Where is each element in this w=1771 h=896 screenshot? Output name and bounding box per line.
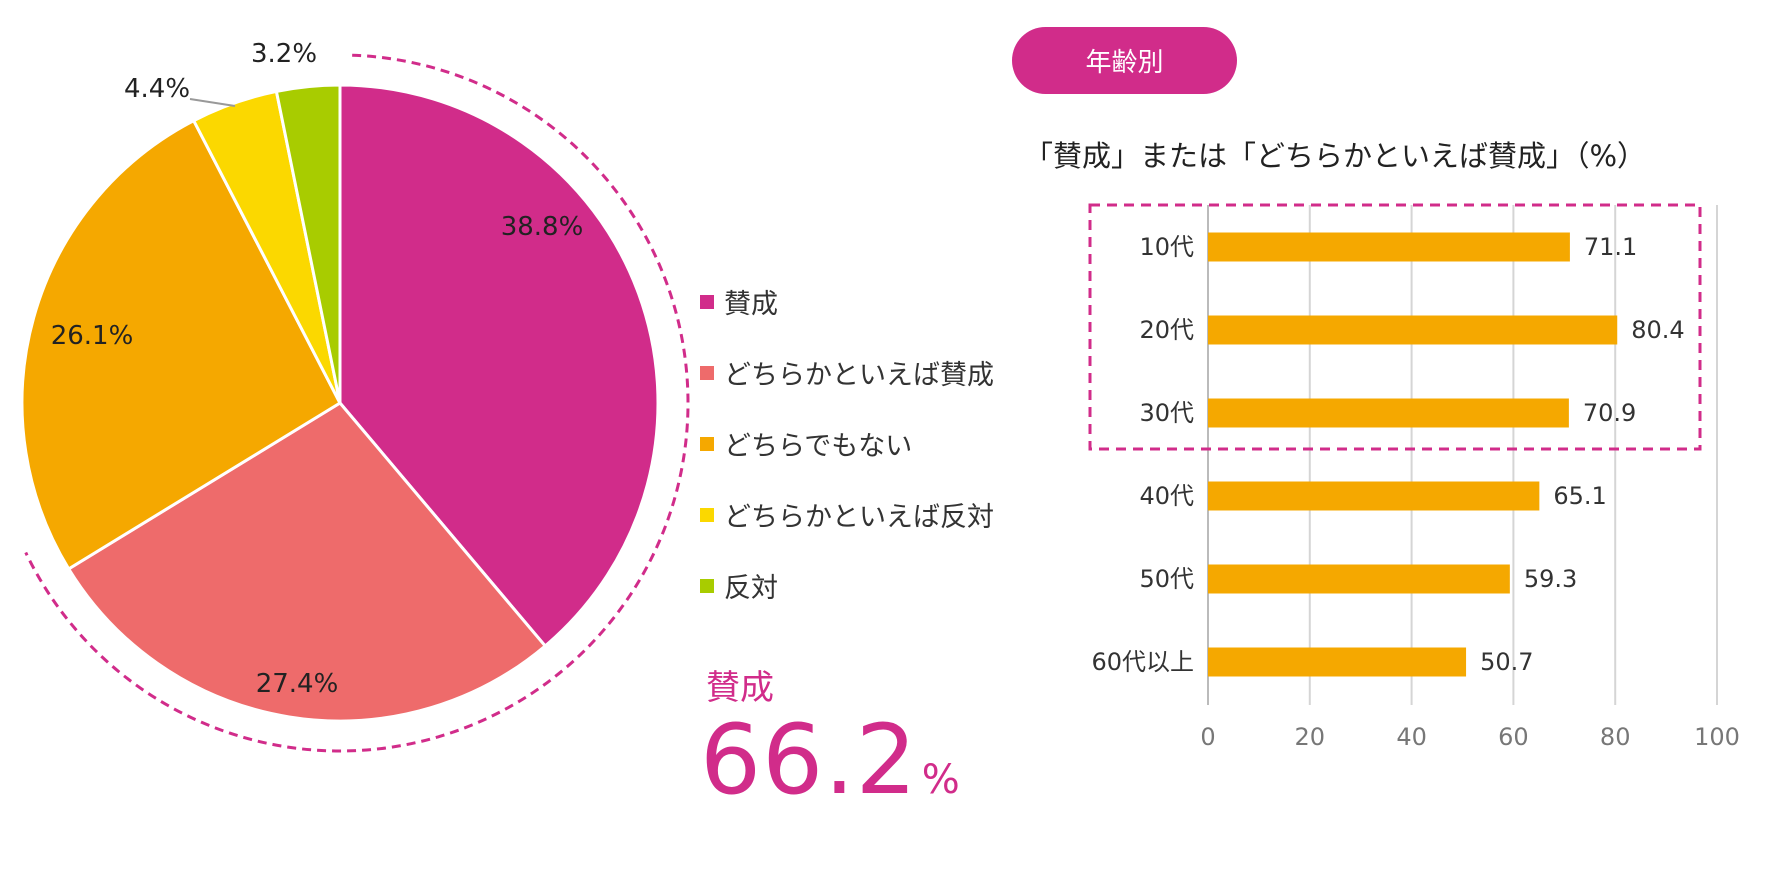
value-label: 80.4	[1631, 316, 1684, 344]
legend-swatch	[700, 578, 714, 593]
x-tick-label: 20	[1295, 723, 1326, 751]
legend-label: どちらかといえば反対	[724, 502, 994, 533]
category-label: 50代	[1139, 565, 1194, 593]
category-label: 20代	[1139, 316, 1194, 344]
pie-labels: 38.8% 27.4% 26.1% 4.4% 3.2%	[51, 39, 584, 699]
legend-swatch	[700, 365, 714, 380]
legend-item-sansei: 賛成	[700, 266, 994, 337]
bar-grid	[1207, 205, 1718, 705]
x-tick-label: 0	[1200, 723, 1215, 751]
bar-value-labels: 71.1 80.4 70.9 65.1 59.3 50.7	[1480, 233, 1685, 676]
x-tick-label: 40	[1396, 723, 1427, 751]
pie-slices	[20, 83, 660, 723]
pie-label-dochira-demo: 26.1%	[51, 321, 134, 351]
pie-legend: 賛成 どちらかといえば賛成 どちらでもない どちらかといえば反対 反対	[700, 266, 994, 621]
category-label: 40代	[1139, 482, 1194, 510]
pie-leader-line-4-4	[189, 98, 236, 107]
pie-label-hantai: 3.2%	[251, 39, 317, 69]
legend-item-dochiraka-sansei: どちらかといえば賛成	[700, 337, 994, 408]
x-tick-label: 60	[1498, 723, 1529, 751]
bar	[1208, 398, 1569, 428]
category-label: 30代	[1139, 399, 1194, 427]
age-group-pill: 年齢別	[1012, 27, 1237, 94]
bar	[1208, 564, 1510, 594]
pie-slice-hantai	[274, 83, 342, 404]
legend-swatch	[700, 507, 714, 522]
legend-label: 反対	[724, 573, 778, 604]
bar-bars	[1208, 232, 1618, 677]
x-tick-label: 100	[1694, 723, 1740, 751]
bar-chart-title: 「賛成」または「どちらかといえば賛成」（%）	[1024, 139, 1647, 173]
legend-label: どちらかといえば賛成	[724, 360, 994, 391]
bar-highlight-box	[1088, 203, 1702, 451]
pie-highlight-arc	[24, 53, 690, 753]
pie-label-dochiraka-hantai: 4.4%	[124, 74, 190, 104]
bar	[1208, 315, 1618, 345]
bar	[1208, 232, 1570, 262]
bar	[1208, 647, 1467, 677]
bar	[1208, 481, 1540, 511]
bar-x-tick-labels: 0 20 40 60 80 100	[1200, 723, 1740, 751]
legend-item-hantai: 反対	[700, 550, 994, 621]
value-label: 65.1	[1553, 482, 1606, 510]
pie-slice-sansei	[338, 83, 660, 649]
legend-swatch	[700, 436, 714, 451]
pie-slice-dochiraka-sansei	[66, 401, 548, 723]
value-label: 70.9	[1583, 399, 1636, 427]
category-label: 10代	[1139, 233, 1194, 261]
summary-number: 66.2	[700, 704, 918, 816]
category-label: 60代以上	[1091, 648, 1194, 676]
legend-item-dochira-demo: どちらでもない	[700, 408, 994, 479]
pie-slice-dochira-demo	[20, 118, 342, 571]
legend-item-dochiraka-hantai: どちらかといえば反対	[700, 479, 994, 550]
bar-category-labels: 10代 20代 30代 40代 50代 60代以上	[1091, 233, 1194, 676]
legend-label: どちらでもない	[724, 431, 913, 462]
pie-label-dochiraka-sansei: 27.4%	[256, 669, 339, 699]
value-label: 71.1	[1584, 233, 1637, 261]
value-label: 50.7	[1480, 648, 1533, 676]
legend-swatch	[700, 294, 714, 309]
x-tick-label: 80	[1600, 723, 1631, 751]
pie-chart: 38.8% 27.4% 26.1% 4.4% 3.2%	[20, 39, 690, 753]
value-label: 59.3	[1524, 565, 1577, 593]
legend-label: 賛成	[724, 289, 778, 320]
summary-value: 66.2%	[700, 712, 960, 808]
summary-label: 賛成	[706, 668, 774, 708]
pie-label-sansei: 38.8%	[501, 212, 584, 242]
summary-unit: %	[921, 757, 960, 803]
